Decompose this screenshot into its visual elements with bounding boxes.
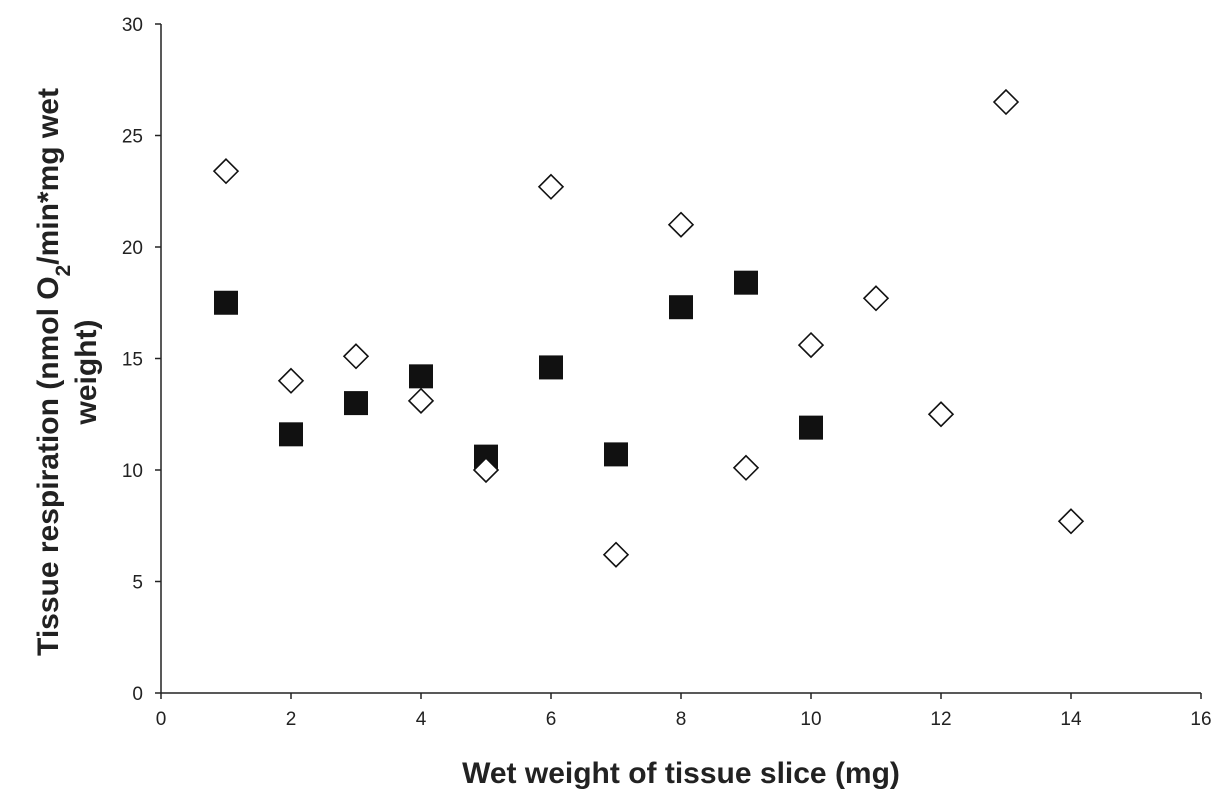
x-tick-label: 8 xyxy=(676,709,687,730)
y-axis-title-part-1: Tissue respiration (nmol O xyxy=(32,276,65,656)
data-point-square xyxy=(279,422,303,447)
y-tick-label: 25 xyxy=(122,127,143,148)
x-tick-label: 4 xyxy=(416,709,427,730)
x-ticks: 0 2 4 6 8 10 12 14 16 xyxy=(156,693,1212,730)
axes xyxy=(160,24,1201,694)
x-tick-label: 0 xyxy=(156,709,167,730)
data-point-diamond xyxy=(667,211,695,238)
y-axis-title-subscript: 2 xyxy=(52,265,75,277)
data-point-diamond xyxy=(732,454,760,481)
y-tick-label: 5 xyxy=(132,573,143,594)
data-point-diamond xyxy=(407,387,435,415)
data-point-square xyxy=(604,442,628,467)
data-point-square xyxy=(409,364,433,389)
y-tick-label: 0 xyxy=(132,684,143,705)
data-point-diamond xyxy=(1057,508,1085,535)
data-point-diamond xyxy=(277,367,305,394)
data-point-diamond xyxy=(927,401,955,428)
data-point-square xyxy=(669,295,693,320)
x-tick-label: 14 xyxy=(1060,709,1082,730)
data-point-diamond xyxy=(472,456,500,484)
data-point-diamond xyxy=(342,343,370,370)
y-axis-title-line-1: Tissue respiration (nmol O2/min*mg wet xyxy=(32,88,75,656)
data-point-square xyxy=(214,290,238,315)
data-point-square xyxy=(539,355,563,380)
data-point-diamond xyxy=(862,285,890,312)
data-point-diamond xyxy=(212,158,240,185)
x-tick-label: 12 xyxy=(930,709,951,730)
data-point-square xyxy=(344,391,368,416)
y-ticks: 0 5 10 15 20 25 30 xyxy=(122,15,161,705)
data-point-diamond xyxy=(992,88,1020,116)
x-tick-label: 2 xyxy=(286,709,297,730)
y-axis-title-part-2: /min*mg wet xyxy=(32,88,65,265)
data-point-square xyxy=(734,270,758,295)
data-point-square xyxy=(799,415,823,440)
y-tick-label: 30 xyxy=(122,15,143,36)
data-point-diamond xyxy=(797,331,825,359)
y-axis-title-line-2: weight) xyxy=(70,320,103,426)
y-tick-label: 15 xyxy=(122,350,143,371)
y-tick-label: 20 xyxy=(122,238,143,259)
data-point-diamond xyxy=(537,173,565,200)
x-tick-label: 10 xyxy=(800,709,821,730)
data-points xyxy=(212,88,1085,568)
x-tick-label: 6 xyxy=(546,709,557,730)
data-point-diamond xyxy=(602,541,630,568)
x-tick-label: 16 xyxy=(1190,709,1211,730)
y-tick-label: 10 xyxy=(122,461,143,482)
x-axis-title: Wet weight of tissue slice (mg) xyxy=(462,757,900,790)
y-axis-title: Tissue respiration (nmol O2/min*mg wet w… xyxy=(32,88,103,656)
